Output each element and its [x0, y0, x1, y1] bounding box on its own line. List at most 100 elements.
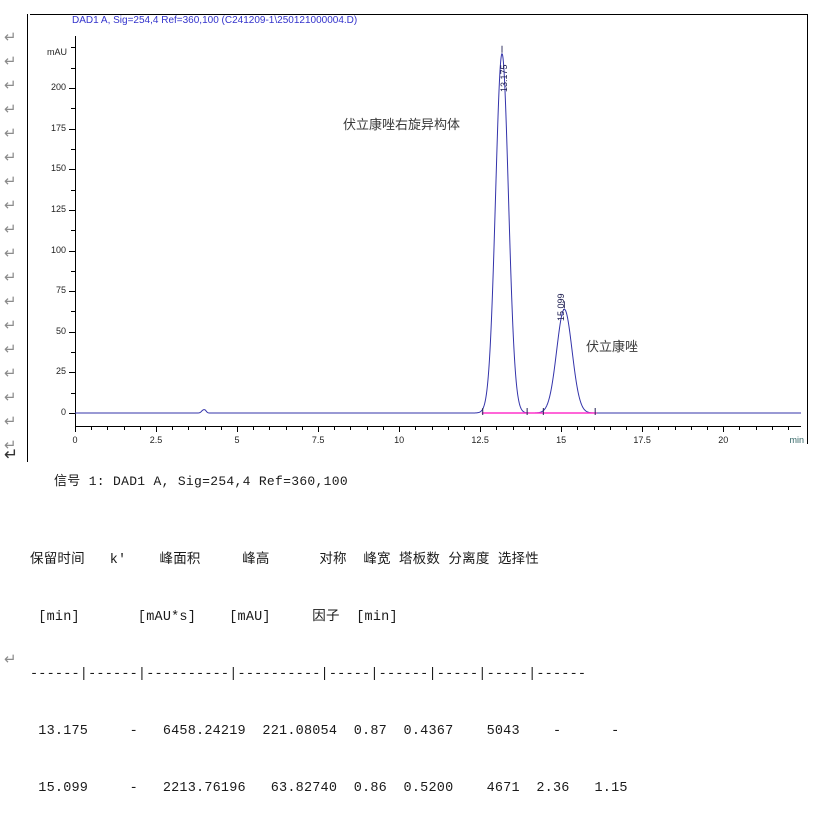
paragraph-mark: ↵ — [4, 244, 17, 262]
x-axis-tick — [723, 427, 725, 432]
x-axis-line — [75, 426, 801, 427]
x-axis-minor-tick — [285, 427, 287, 430]
paragraph-mark: ↵ — [4, 340, 17, 358]
x-axis-tick — [237, 427, 239, 432]
paragraph-mark: ↵ — [4, 364, 17, 382]
paragraph-mark: ↵ — [4, 292, 17, 310]
x-axis-tick-label: 5 — [234, 435, 240, 445]
x-axis-unit-label: min — [789, 435, 804, 445]
y-axis-tick-label: 125 — [50, 203, 66, 214]
table-row: 15.099 - 2213.76196 63.82740 0.86 0.5200… — [30, 781, 628, 796]
x-axis-minor-tick — [788, 427, 790, 430]
y-axis-minor-tick — [71, 189, 75, 191]
y-axis-tick-label: 50 — [55, 325, 66, 336]
y-axis-tick — [69, 331, 75, 333]
retention-time-label: 15.099 — [556, 293, 566, 321]
x-axis-tick-label: 0 — [72, 435, 78, 445]
paragraph-mark: ↵ — [4, 100, 17, 118]
y-axis-tick — [69, 250, 75, 252]
paragraph-mark: ↵ — [4, 76, 17, 94]
x-axis-minor-tick — [528, 427, 530, 430]
x-axis-minor-tick — [220, 427, 222, 430]
peak-1-name: 伏立康唑右旋异构体 — [343, 117, 461, 132]
paragraph-mark: ↵ — [4, 28, 17, 46]
table-header-line-2: [min] [mAU*s] [mAU] 因子 [min] — [30, 610, 398, 625]
y-axis-tick-label: 200 — [50, 82, 66, 92]
x-axis-minor-tick — [366, 427, 368, 430]
y-axis-tick-label: 0 — [60, 407, 66, 417]
x-axis-minor-tick — [544, 427, 546, 430]
y-axis-tick — [69, 209, 75, 211]
margin-divider — [27, 14, 28, 462]
signal-description-line: 信号 1: DAD1 A, Sig=254,4 Ref=360,100 — [54, 474, 348, 489]
paragraph-mark: ↵ — [4, 436, 17, 454]
x-axis-minor-tick — [755, 427, 757, 430]
document-margin-rail: ↵ ↵ ↵ ↵ ↵ ↵ ↵ ↵ ↵ ↵ ↵ ↵ ↵ ↵ ↵ ↵ ↵ ↵ ↵ — [0, 0, 30, 675]
paragraph-mark: ↵ — [4, 52, 17, 70]
table-row: 13.175 - 6458.24219 221.08054 0.87 0.436… — [30, 724, 620, 739]
y-axis-minor-tick — [71, 47, 75, 49]
y-axis-line — [75, 36, 76, 426]
integration-report: 信号 1: DAD1 A, Sig=254,4 Ref=360,100 保留时间… — [30, 470, 830, 836]
x-axis-minor-tick — [204, 427, 206, 430]
x-axis-minor-tick — [577, 427, 579, 430]
x-axis-minor-tick — [707, 427, 708, 430]
y-axis-minor-tick — [71, 108, 75, 110]
chart-title: DAD1 A, Sig=254,4 Ref=360,100 (C241209-1… — [72, 15, 358, 26]
y-axis-minor-tick — [71, 311, 75, 313]
paragraph-mark: ↵ — [4, 220, 17, 238]
y-axis-tick — [69, 372, 75, 374]
x-axis-minor-tick — [512, 427, 514, 430]
plot-frame-right-border — [807, 14, 808, 444]
y-axis-tick — [69, 169, 75, 171]
x-axis-minor-tick — [496, 427, 498, 430]
y-axis-tick-label: 100 — [50, 244, 66, 255]
paragraph-mark: ↵ — [4, 172, 17, 190]
y-axis-minor-tick — [71, 392, 75, 394]
y-axis-tick — [69, 291, 75, 293]
y-axis-minor-tick — [71, 230, 75, 232]
chromatogram-trace — [75, 45, 801, 415]
x-axis-tick — [480, 427, 482, 432]
x-axis-minor-tick — [625, 427, 627, 430]
y-axis-minor-tick — [71, 67, 75, 69]
x-axis-minor-tick — [415, 427, 417, 430]
paragraph-mark: ↵ — [4, 124, 17, 142]
x-axis-tick-label: 7.5 — [311, 435, 325, 445]
x-axis-minor-tick — [301, 427, 303, 430]
y-axis-unit-label: mAU — [47, 47, 67, 57]
x-axis-tick — [156, 427, 158, 432]
x-axis-minor-tick — [269, 427, 271, 430]
x-axis-tick — [75, 427, 76, 432]
y-axis-tick — [69, 88, 75, 89]
x-axis-minor-tick — [107, 427, 109, 430]
paragraph-mark: ↵ — [4, 196, 17, 214]
x-axis-minor-tick — [350, 427, 352, 430]
x-axis-tick-label: 17.5 — [633, 435, 651, 445]
x-axis-tick-label: 15 — [556, 435, 567, 445]
retention-time-label: 13.175 — [499, 64, 509, 92]
x-axis-tick — [561, 427, 563, 432]
x-axis-minor-tick — [739, 427, 741, 430]
x-axis-minor-tick — [609, 427, 611, 430]
y-axis-tick — [69, 413, 75, 414]
table-header-line-1: 保留时间 k' 峰面积 峰高 对称 峰宽 塔板数 分离度 选择性 — [30, 553, 539, 568]
x-axis-minor-tick — [253, 427, 255, 430]
y-axis-tick-label: 25 — [55, 366, 66, 377]
x-axis-minor-tick — [334, 427, 336, 430]
x-axis-tick — [318, 427, 320, 432]
x-axis-tick-label: 2.5 — [149, 435, 163, 445]
x-axis-tick — [642, 427, 644, 432]
x-axis-minor-tick — [382, 427, 384, 430]
x-axis-minor-tick — [91, 427, 93, 430]
paragraph-mark: ↵ — [4, 148, 17, 166]
peak-2-name: 伏立康唑 — [586, 339, 639, 354]
paragraph-mark: ↵ — [4, 388, 17, 406]
y-axis-minor-tick — [71, 352, 75, 354]
y-axis-minor-tick — [71, 270, 75, 272]
paragraph-mark: ↵ — [4, 412, 17, 430]
y-axis-tick-label: 150 — [50, 163, 66, 174]
document-end-paragraph-mark: ↵ — [4, 650, 17, 668]
x-axis-minor-tick — [447, 427, 449, 430]
x-axis-minor-tick — [431, 427, 433, 430]
